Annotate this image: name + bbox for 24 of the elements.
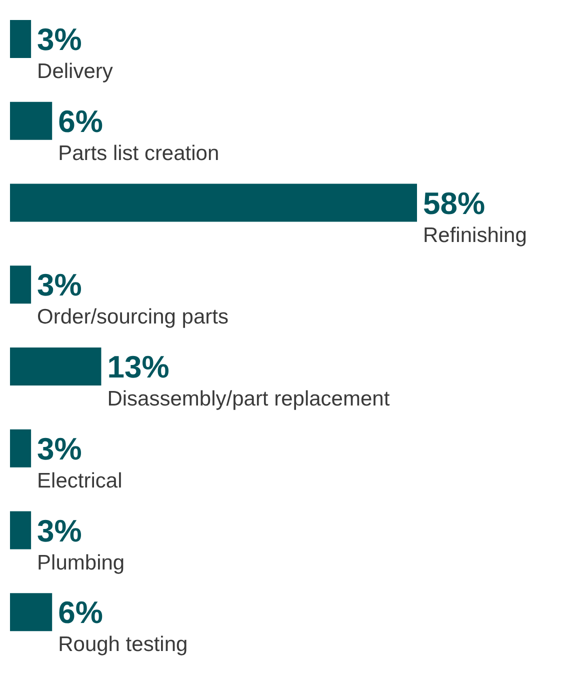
data-label: 3% [37,22,82,57]
data-label: 3% [37,431,82,466]
bar [10,20,32,58]
bar [10,102,52,140]
data-label: 58% [423,186,486,221]
y-tick-label: Disassembly/part replacement [107,388,390,410]
bar [10,593,52,632]
data-label: 6% [58,104,103,139]
bar [10,348,102,386]
y-tick-label: Electrical [37,469,122,492]
y-tick-label: Delivery [37,60,114,83]
data-label: 3% [37,268,82,303]
y-tick-label: Rough testing [58,633,188,656]
y-tick-label: Plumbing [37,551,125,574]
y-tick-label: Order/sourcing parts [37,306,228,329]
y-tick-label: Parts list creation [58,142,220,165]
data-label: 6% [58,595,103,630]
data-label: 13% [107,350,170,384]
bar [10,511,32,550]
bar [10,184,417,222]
bar [10,429,32,468]
data-label: 3% [37,513,82,548]
bar [10,266,32,304]
y-tick-label: Refinishing [423,224,527,247]
